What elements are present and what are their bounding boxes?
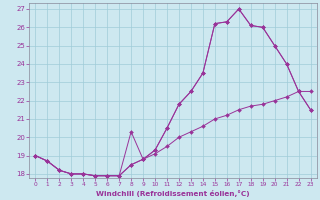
X-axis label: Windchill (Refroidissement éolien,°C): Windchill (Refroidissement éolien,°C) xyxy=(96,190,250,197)
